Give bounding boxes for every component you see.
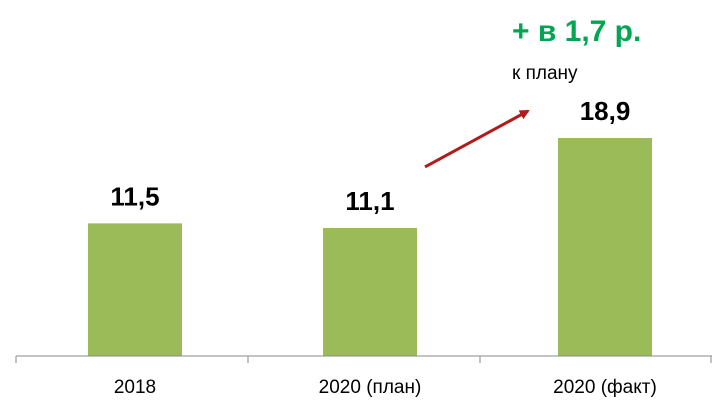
- growth-annotation: + в 1,7 р.: [512, 15, 641, 48]
- bar: [88, 223, 182, 356]
- bar: [558, 138, 652, 356]
- x-tick-label: 2020 (план): [319, 377, 422, 398]
- bar: [323, 227, 417, 356]
- bar-value-label: 18,9: [580, 96, 631, 126]
- growth-annotation-subtext: к плану: [512, 63, 578, 84]
- bar-value-label: 11,1: [345, 186, 394, 216]
- bar-value-label: 11,5: [110, 181, 159, 211]
- x-tick-label: 2018: [114, 377, 156, 398]
- x-tick-label: 2020 (факт): [553, 377, 657, 398]
- trend-arrow: [424, 109, 530, 169]
